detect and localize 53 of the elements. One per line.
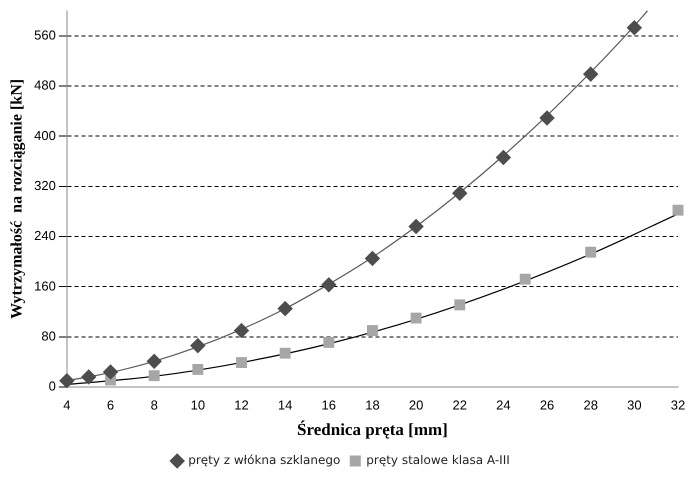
point <box>408 218 424 234</box>
x-tick-label: 20 <box>408 397 424 412</box>
point <box>192 364 204 375</box>
point <box>234 323 249 338</box>
legend-label: pręty stalowe klasa A-III <box>366 453 510 468</box>
y-tick-label: 160 <box>34 278 56 294</box>
x-tick-label: 16 <box>322 397 336 412</box>
x-tick-label: 10 <box>190 397 206 412</box>
point <box>190 338 206 354</box>
point <box>321 277 336 292</box>
point <box>672 204 684 216</box>
point <box>496 150 511 166</box>
x-tick-label: 8 <box>150 397 158 412</box>
x-tick-label: 6 <box>106 397 114 412</box>
x-tick-label: 32 <box>670 397 686 412</box>
y-axis-title: Wytrzymałość na rozciąganie [kN] <box>8 78 26 319</box>
point <box>364 250 380 266</box>
y-tick-label: 480 <box>34 78 56 93</box>
x-axis-title: Średnica pręta [mm] <box>297 420 448 440</box>
y-tick-label: 80 <box>41 328 56 344</box>
point <box>81 369 96 384</box>
point <box>103 364 118 380</box>
x-tick-label: 30 <box>627 397 642 412</box>
point <box>454 299 466 310</box>
x-tick-label: 28 <box>583 397 598 412</box>
x-tick-label: 24 <box>496 397 511 412</box>
x-tick-label: 22 <box>452 397 467 412</box>
point <box>540 110 555 126</box>
legend-label: pręty z włókna szklanego <box>188 453 340 468</box>
point <box>323 337 334 348</box>
x-tick-label: 26 <box>540 397 554 412</box>
y-tick-label: 400 <box>34 128 56 143</box>
point <box>236 357 247 368</box>
point <box>452 186 468 201</box>
point <box>148 370 160 382</box>
point <box>366 325 378 336</box>
point <box>626 20 642 36</box>
y-tick-label: 560 <box>34 27 56 42</box>
point <box>585 246 596 258</box>
x-tick-label: 14 <box>278 397 292 412</box>
x-tick-label: 18 <box>365 397 380 412</box>
point <box>59 373 74 388</box>
x-tick-label: 12 <box>234 397 249 412</box>
point <box>146 354 162 369</box>
point <box>278 301 293 316</box>
point <box>520 274 531 285</box>
y-tick-label: 320 <box>34 178 56 193</box>
x-tick-label: 4 <box>63 397 71 412</box>
point <box>280 348 291 359</box>
y-tick-label: 240 <box>34 228 56 244</box>
point <box>410 312 422 324</box>
point <box>583 66 598 82</box>
y-tick-label: 0 <box>48 378 56 394</box>
